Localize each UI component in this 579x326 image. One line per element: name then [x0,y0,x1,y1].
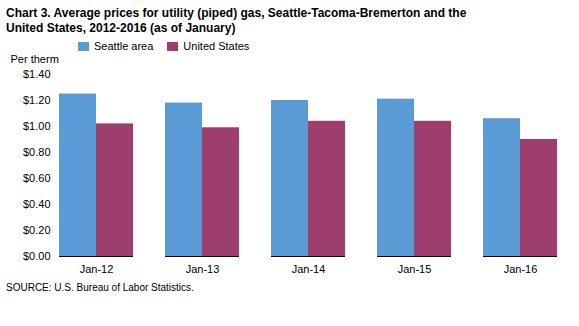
svg-text:$1.00: $1.00 [23,120,51,132]
svg-text:Per therm: Per therm [11,53,59,65]
html-text:Seattle area: Seattle area [94,40,154,52]
svg-text:Jan-16: Jan-16 [504,263,538,275]
svg-text:$1.40: $1.40 [23,68,51,80]
svg-text:Jan-14: Jan-14 [292,263,326,275]
svg-text:$0.80: $0.80 [23,146,51,158]
html-text:SOURCE: U.S. Bureau of Labor S: SOURCE: U.S. Bureau of Labor Statistics. [6,282,194,293]
html-text:United States, 2012-2016 (as o: United States, 2012-2016 (as of January) [6,21,236,35]
svg-text:$0.60: $0.60 [23,172,51,184]
svg-text:$0.20: $0.20 [23,224,51,236]
html-text:Chart 3. Average prices for ut: Chart 3. Average prices for utility (pip… [6,6,467,20]
svg-text:$0.40: $0.40 [23,198,51,210]
svg-text:$0.00: $0.00 [23,250,51,262]
svg-text:$1.20: $1.20 [23,94,51,106]
svg-text:Jan-15: Jan-15 [398,263,432,275]
html-text:United States: United States [183,40,250,52]
svg-text:Jan-13: Jan-13 [186,263,220,275]
svg-text:Jan-12: Jan-12 [80,263,114,275]
